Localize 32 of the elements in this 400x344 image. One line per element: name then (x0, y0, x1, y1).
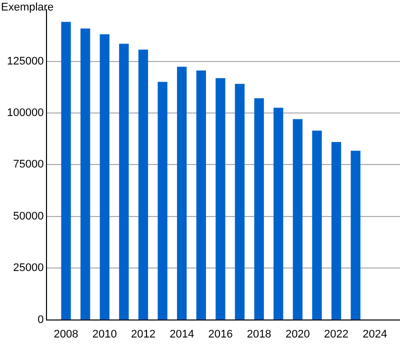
bar (254, 98, 264, 320)
bar (331, 142, 342, 320)
bar (196, 70, 206, 320)
y-tick-label: 50000 (13, 210, 44, 222)
x-tick-label: 2022 (324, 328, 349, 340)
bar (61, 22, 71, 320)
bar (312, 130, 322, 320)
bar (100, 34, 110, 320)
x-tick-label: 2008 (54, 328, 78, 340)
y-tick-label: 25000 (13, 262, 44, 274)
bar (177, 66, 187, 320)
bar (350, 150, 360, 320)
bar (234, 84, 245, 320)
bar (138, 50, 148, 320)
bar (274, 108, 284, 320)
x-tick-label: 2016 (208, 328, 233, 340)
x-tick-label: 2014 (170, 328, 194, 340)
bar (216, 78, 226, 320)
x-tick-label: 2024 (362, 328, 388, 340)
y-axis-title: Exemplare (1, 2, 54, 14)
x-tick-label: 2018 (246, 328, 272, 340)
y-tick-label: 75000 (13, 158, 44, 171)
y-tick-label: 100000 (6, 107, 44, 120)
bar (119, 44, 129, 320)
x-tick-label: 2012 (130, 328, 156, 340)
bar (292, 119, 303, 320)
x-tick-label: 2010 (92, 328, 117, 340)
bar (80, 28, 90, 320)
y-tick-label: 0 (38, 314, 44, 326)
bar (158, 82, 168, 320)
y-tick-label: 125000 (6, 55, 44, 68)
x-tick-label: 2020 (285, 328, 310, 340)
